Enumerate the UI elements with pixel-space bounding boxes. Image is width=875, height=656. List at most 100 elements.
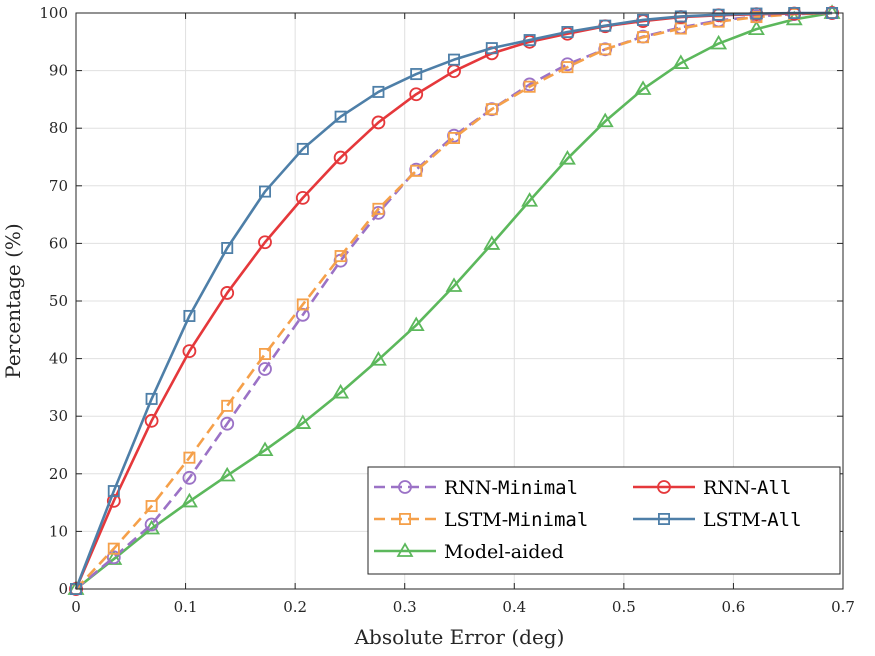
legend-label-mono: All <box>757 477 791 499</box>
data-point <box>407 316 425 332</box>
data-point <box>485 103 498 116</box>
series-line <box>75 11 833 591</box>
data-point <box>106 493 121 508</box>
legend-entry-rnn-all: RNN-All <box>633 477 791 499</box>
data-point <box>445 277 463 292</box>
data-point <box>372 202 385 215</box>
data-point <box>145 500 158 513</box>
series-lstm-all <box>70 7 839 596</box>
data-point <box>750 7 763 20</box>
series-layer <box>67 4 841 596</box>
data-point <box>107 542 120 555</box>
data-point <box>144 517 159 532</box>
data-point <box>596 112 614 128</box>
data-point <box>220 286 235 300</box>
legend-marker <box>398 513 411 526</box>
data-point <box>369 351 387 366</box>
legend-marker <box>657 480 671 494</box>
data-point <box>521 192 539 207</box>
data-point <box>712 8 725 21</box>
data-point <box>334 110 347 123</box>
x-tick-label: 0.5 <box>612 598 636 616</box>
legend-label-mono: Minimal <box>508 509 588 531</box>
data-point <box>221 399 234 412</box>
data-point <box>221 242 234 255</box>
x-tick-label: 0 <box>71 598 81 616</box>
data-point <box>599 19 612 32</box>
data-point <box>259 185 272 198</box>
data-point <box>674 10 687 23</box>
legend-label-main: LSTM- <box>444 509 508 531</box>
data-point <box>448 131 461 144</box>
y-tick-label: 80 <box>49 119 68 137</box>
data-point <box>558 150 576 165</box>
data-point <box>107 485 120 498</box>
data-point <box>259 347 272 360</box>
y-tick-label: 100 <box>39 4 68 22</box>
legend-label-main: RNN- <box>444 477 498 499</box>
y-tick-label: 50 <box>49 292 68 310</box>
y-tick-label: 70 <box>49 177 68 195</box>
data-point <box>296 142 309 155</box>
legend-label-mono: All <box>767 509 801 531</box>
legend-entry-lstm-minimal: LSTM-Minimal <box>374 509 588 531</box>
legend-label-main: LSTM- <box>703 509 767 531</box>
data-point <box>332 383 350 399</box>
data-point <box>182 470 197 485</box>
data-point <box>409 87 424 102</box>
legend-label-main: Model-aided <box>444 541 564 563</box>
data-point <box>258 235 272 250</box>
data-point <box>145 392 158 405</box>
data-point <box>483 235 501 250</box>
series-line <box>75 11 833 590</box>
data-point <box>256 441 274 457</box>
legend-box <box>367 466 841 575</box>
data-point <box>258 362 272 376</box>
data-point <box>599 43 612 56</box>
series-model-aided <box>67 4 841 595</box>
data-point <box>561 26 574 39</box>
data-point <box>372 85 385 98</box>
data-point <box>295 190 310 205</box>
data-point <box>371 115 386 130</box>
legend-entry-lstm-all: LSTM-All <box>633 509 802 531</box>
data-point <box>634 80 652 95</box>
x-tick-label: 0.3 <box>393 598 417 616</box>
data-point <box>296 298 309 311</box>
legend-marker <box>398 480 412 494</box>
y-axis-label: Percentage (%) <box>1 223 25 378</box>
legend-entry-model-aided: Model-aided <box>374 541 564 563</box>
x-tick-label: 0.7 <box>831 598 855 616</box>
y-tick-label: 90 <box>49 62 68 80</box>
data-point <box>182 344 197 359</box>
data-point <box>637 13 650 26</box>
data-point <box>410 164 423 177</box>
ticks: 0 0.1 0.2 0.3 0.4 0.5 0.6 0.7 0 10 20 30 40 50 60 70 80 9… <box>39 4 855 616</box>
data-point <box>561 61 574 74</box>
x-tick-label: 0.4 <box>502 598 526 616</box>
x-tick-label: 0.6 <box>721 598 745 616</box>
data-point <box>410 68 423 81</box>
data-point <box>747 20 765 35</box>
legend-label: RNN-All <box>703 477 791 499</box>
legend-label: Model-aided <box>444 541 564 563</box>
data-point <box>334 250 347 263</box>
x-axis-label: Absolute Error (deg) <box>354 625 565 649</box>
data-point <box>220 416 235 431</box>
data-point <box>523 34 536 47</box>
data-point <box>710 34 728 50</box>
legend-marker <box>658 513 671 526</box>
y-tick-label: 0 <box>58 580 68 598</box>
legend-entry-rnn-minimal: RNN-Minimal <box>374 477 578 499</box>
data-point <box>180 492 198 508</box>
legend-label: RNN-Minimal <box>444 477 578 499</box>
y-tick-label: 20 <box>49 465 68 483</box>
y-tick-label: 30 <box>49 407 68 425</box>
data-point <box>448 53 461 66</box>
y-tick-label: 60 <box>49 234 68 252</box>
legend-label-mono: Minimal <box>498 477 578 499</box>
x-tick-label: 0.2 <box>283 598 307 616</box>
data-point <box>485 42 498 55</box>
data-point <box>294 414 312 429</box>
